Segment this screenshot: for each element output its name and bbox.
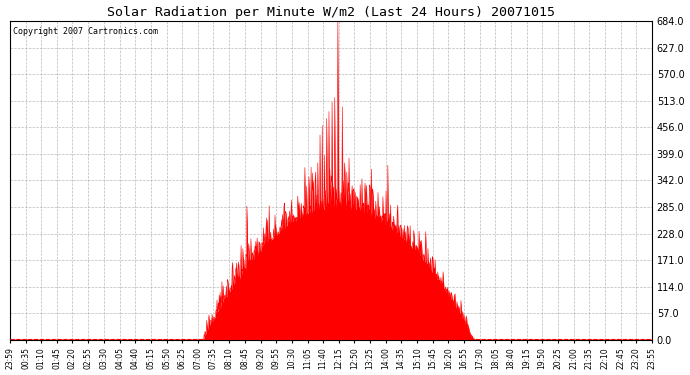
- Text: Copyright 2007 Cartronics.com: Copyright 2007 Cartronics.com: [13, 27, 158, 36]
- Title: Solar Radiation per Minute W/m2 (Last 24 Hours) 20071015: Solar Radiation per Minute W/m2 (Last 24…: [107, 6, 555, 18]
